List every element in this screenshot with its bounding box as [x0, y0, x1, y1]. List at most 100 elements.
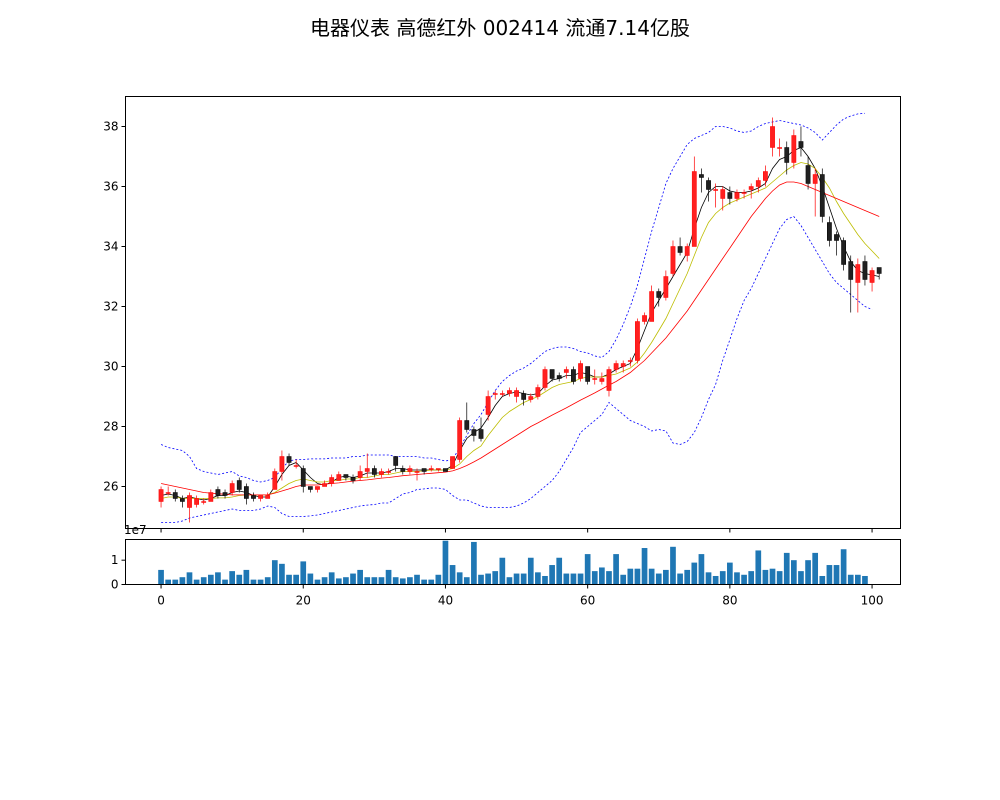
volume-bar — [321, 577, 328, 585]
candle-body — [229, 483, 235, 493]
candle-body — [379, 471, 384, 475]
volume-bar — [570, 573, 577, 585]
candle — [734, 189, 740, 202]
candle — [699, 168, 704, 193]
volume-bar — [727, 562, 733, 585]
candle — [379, 468, 384, 478]
candle-body — [869, 270, 875, 283]
candle-body — [848, 261, 854, 280]
candle — [578, 360, 583, 382]
volume-bar — [435, 574, 442, 585]
volume-bar — [826, 565, 833, 585]
candle-body — [784, 147, 790, 163]
candle — [827, 216, 832, 247]
candle — [194, 495, 199, 508]
volume-bar — [627, 568, 634, 585]
volume-bar — [264, 577, 271, 585]
candle — [222, 489, 228, 499]
volume-bar — [314, 579, 321, 585]
volume-bar — [698, 554, 705, 585]
volume-bar — [506, 577, 513, 585]
volume-bar — [819, 575, 826, 585]
volume-bar — [833, 565, 840, 585]
candle — [229, 480, 235, 496]
candle — [855, 258, 861, 313]
volume-bar — [762, 569, 769, 585]
volume-bar — [335, 578, 342, 585]
volume-bar — [463, 577, 470, 585]
candle-body — [492, 393, 498, 395]
candle — [322, 480, 327, 487]
candle-body — [371, 468, 377, 475]
candle — [158, 486, 164, 508]
candle-body — [236, 480, 242, 490]
candle — [343, 474, 349, 481]
candle — [350, 474, 356, 484]
volume-bar — [243, 569, 250, 585]
indicator-line-4 — [161, 216, 873, 523]
candle-body — [400, 468, 406, 472]
volume-bar — [257, 579, 264, 585]
candle-body — [421, 468, 427, 472]
volume-y-ticks: 01 — [111, 553, 126, 592]
candle — [834, 231, 839, 256]
volume-bar — [250, 579, 257, 585]
candle-body — [763, 171, 768, 181]
volume-x-tick-label: 100 — [861, 594, 884, 608]
candle — [869, 267, 875, 292]
volume-bar — [485, 573, 491, 585]
candle — [805, 156, 811, 190]
chart-title: 电器仪表 高德红外 002414 流通7.14亿股 — [310, 16, 690, 40]
volume-bar — [478, 574, 484, 585]
candle — [549, 369, 555, 382]
candle — [663, 270, 669, 301]
volume-bar — [670, 546, 676, 585]
candle-body — [855, 264, 861, 283]
candle — [279, 450, 285, 481]
candle — [464, 402, 470, 433]
candle — [393, 456, 399, 472]
volume-y-tick-label: 0 — [111, 578, 119, 592]
candle — [862, 255, 868, 286]
candle-body — [812, 174, 818, 184]
candle-body — [471, 429, 477, 436]
candle-body — [485, 396, 491, 415]
candle — [777, 138, 783, 157]
volume-bar — [222, 579, 228, 585]
candle-body — [350, 477, 356, 481]
candle-body — [251, 495, 256, 499]
volume-bar — [385, 569, 392, 585]
candle — [450, 456, 455, 469]
volume-x-tick-label: 40 — [438, 594, 453, 608]
volume-bar — [556, 557, 563, 585]
indicator-line-0 — [161, 147, 880, 501]
volume-x-tick-label: 20 — [296, 594, 311, 608]
volume-bar — [854, 574, 861, 585]
candle-body — [777, 147, 783, 149]
volume-bar — [549, 565, 555, 585]
volume-bar — [392, 577, 399, 585]
candle — [514, 387, 519, 403]
candle-body — [755, 180, 761, 187]
candle — [236, 477, 242, 493]
candle-body — [748, 186, 754, 190]
candle-body — [258, 495, 263, 499]
volume-bar — [840, 549, 847, 585]
volume-bar — [641, 548, 648, 585]
candle-body — [507, 390, 512, 394]
volume-bar — [271, 560, 278, 585]
volume-bar — [364, 577, 371, 585]
candle-body — [741, 192, 747, 194]
candle-body — [599, 378, 605, 382]
candle-body — [443, 468, 448, 472]
volume-bar — [535, 572, 541, 585]
candle-body — [450, 456, 455, 469]
candle — [812, 168, 818, 217]
candle-body — [208, 492, 214, 502]
candle — [187, 492, 192, 523]
candle-body — [514, 390, 519, 397]
candle-body — [635, 321, 640, 361]
volume-bar — [734, 572, 740, 585]
volume-bar — [165, 579, 172, 585]
candle-body — [592, 378, 598, 380]
